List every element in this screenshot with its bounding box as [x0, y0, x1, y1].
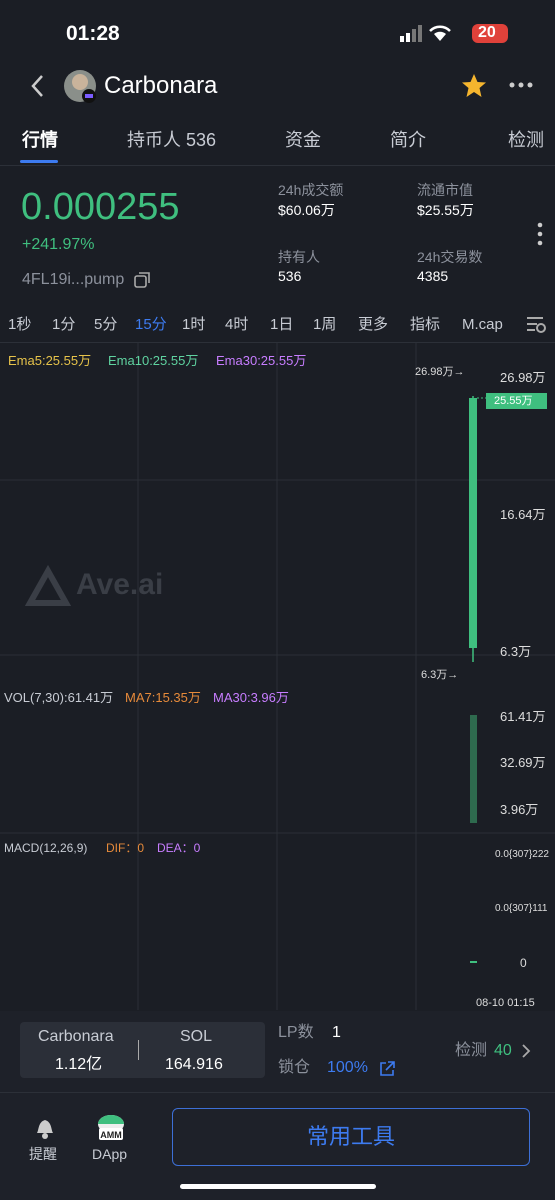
chevron[interactable]: [520, 1043, 532, 1059]
external-link-icon[interactable]: [378, 1060, 396, 1078]
check-value[interactable]: 40: [494, 1042, 512, 1059]
status-icons: [400, 24, 508, 43]
ema-legend: Ema5:25.55万: [8, 352, 92, 368]
lock-label: 锁仓: [278, 1059, 311, 1076]
price-axis-label: 16.64万: [500, 506, 546, 522]
macd-axis-label: 0: [520, 956, 527, 970]
price: 0.000255: [21, 186, 180, 228]
stat-label: 持有人: [278, 249, 320, 265]
price-axis-label: 6.3万: [500, 643, 532, 659]
battery: 20: [478, 24, 496, 41]
pool-quote-amount: 164.916: [165, 1056, 223, 1073]
tab[interactable]: 资金: [285, 130, 321, 150]
chart-grid: [0, 343, 555, 1010]
interval[interactable]: 1分: [52, 315, 76, 333]
watermark: Ave.ai: [76, 568, 164, 601]
address: 4FL19i...pump: [22, 271, 125, 288]
back-button[interactable]: [28, 72, 48, 100]
stat-label: 24h交易数: [417, 249, 483, 265]
pool-box: [20, 1022, 265, 1078]
tab-underline: [20, 160, 58, 163]
tab[interactable]: 检测: [508, 130, 544, 150]
vol-legend: MA30:3.96万: [213, 689, 289, 705]
tab[interactable]: 简介: [390, 130, 426, 150]
pool-token-amount: 1.12亿: [55, 1056, 103, 1073]
interval[interactable]: 1秒: [8, 315, 32, 333]
macd-axis-label: 0.0{307}222: [495, 849, 549, 860]
clock: 01:28: [66, 22, 120, 45]
divider: [0, 165, 555, 166]
price-change: +241.97%: [22, 236, 95, 253]
avatar: [64, 70, 96, 103]
interval[interactable]: 5分: [94, 315, 118, 333]
svg-text:AMM: AMM: [100, 1130, 122, 1140]
stat-value: 536: [278, 268, 302, 284]
high-marker: 26.98万→: [415, 365, 465, 378]
stat-label: 流通市值: [417, 182, 473, 198]
stats-more[interactable]: [535, 222, 545, 246]
nav-alert[interactable]: 提醒: [29, 1146, 57, 1162]
tools-button[interactable]: [172, 1108, 530, 1166]
divider: [0, 342, 555, 343]
tools-label[interactable]: 常用工具: [307, 1124, 396, 1149]
low-marker: 6.3万→: [421, 668, 459, 681]
ema-legend: Ema30:25.55万: [216, 352, 307, 368]
interval[interactable]: M.cap: [462, 315, 503, 333]
bell-icon[interactable]: [32, 1114, 58, 1140]
macd-axis-label: 0.0{307}111: [495, 903, 548, 914]
vol-axis-label: 61.41万: [500, 708, 546, 724]
lp-value: 1: [332, 1024, 341, 1041]
time-axis-label: 08-10 01:15: [476, 996, 535, 1009]
current-price-tag: 25.55万: [486, 392, 547, 409]
ema-legend: Ema10:25.55万: [108, 352, 199, 368]
macd-legend: DEA：0: [157, 841, 201, 855]
nav-dapp[interactable]: DApp: [92, 1146, 128, 1162]
lock-value: 100%: [327, 1059, 368, 1076]
vol-legend: MA7:15.35万: [125, 689, 201, 705]
stat-value: 4385: [417, 268, 449, 284]
more-menu[interactable]: [508, 80, 534, 90]
tab[interactable]: 行情: [22, 130, 58, 150]
tab[interactable]: 持币人 536: [127, 130, 217, 150]
stat-value: $60.06万: [278, 202, 335, 218]
interval[interactable]: 1时: [182, 315, 206, 333]
home-indicator: [180, 1184, 376, 1189]
price-axis-label: 26.98万: [500, 369, 546, 385]
pool-token: Carbonara: [38, 1028, 114, 1045]
interval[interactable]: 15分: [135, 315, 167, 333]
divider: [0, 1092, 555, 1093]
copy-icon[interactable]: [134, 271, 152, 289]
stat-label: 24h成交额: [278, 182, 344, 198]
macd-legend: DIF：0: [106, 841, 145, 855]
check-label[interactable]: 检测: [455, 1042, 488, 1059]
interval[interactable]: 4时: [225, 315, 249, 333]
pool-divider: [138, 1040, 139, 1060]
chart-settings[interactable]: [525, 314, 547, 334]
macd-legend: MACD(12,26,9): [4, 841, 88, 855]
interval[interactable]: 指标: [410, 315, 441, 333]
favorite-star[interactable]: [460, 72, 488, 100]
interval[interactable]: 1周: [313, 315, 337, 333]
token-title: Carbonara: [104, 72, 218, 99]
interval[interactable]: 1日: [270, 315, 294, 333]
vol-legend: VOL(7,30):61.41万: [4, 689, 114, 705]
pool-quote: SOL: [180, 1028, 213, 1045]
vol-axis-label: 32.69万: [500, 754, 546, 770]
stat-value: $25.55万: [417, 202, 474, 218]
vol-axis-label: 3.96万: [500, 801, 539, 817]
lp-label: LP数: [278, 1024, 314, 1041]
dapp-icon[interactable]: AMM: [96, 1114, 126, 1142]
interval[interactable]: 更多: [358, 315, 389, 333]
